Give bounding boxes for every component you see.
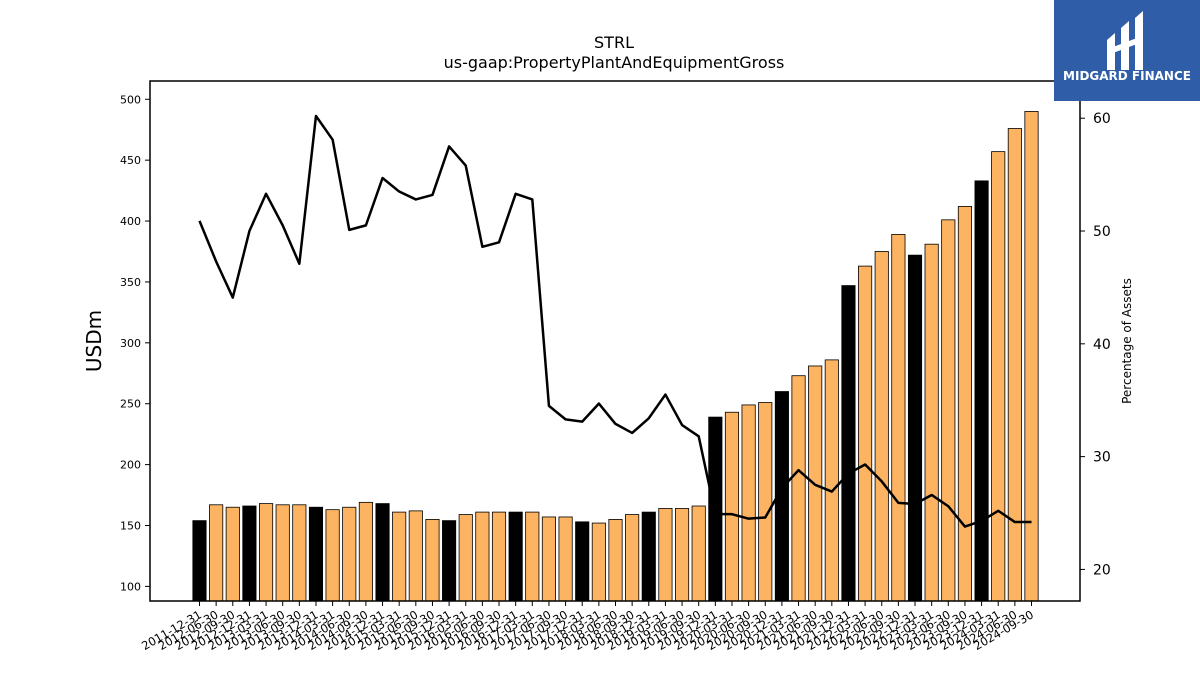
bar-2023-03-31 [941,219,956,602]
bar-2017-09-30 [575,521,590,602]
bar-2018-03-31 [608,519,623,602]
y-axis-label: USDm [82,310,106,372]
bar-2022-06-30 [891,234,906,602]
bar-2020-03-31 [741,404,756,602]
bar-2024-06-30 [1024,111,1039,602]
y2-tick-label: 60 [1093,111,1111,127]
percentage-of-assets-line [198,114,1032,528]
bar-2021-09-30 [841,285,856,602]
bar-2018-12-31 [658,508,673,602]
y-tick-label: 500 [120,93,141,106]
bar-2012-12-31 [258,503,274,602]
bar-2023-06-30 [957,206,972,602]
bar-2016-12-31 [525,511,540,602]
y-tick-label: 400 [120,215,141,228]
bar-2019-12-31 [724,411,740,602]
y-tick-label: 300 [120,337,141,350]
bar-2019-03-31 [675,508,690,602]
bar-2017-06-30 [558,516,573,602]
logo-text: MIDGARD FINANCE [1063,69,1191,83]
bar-2015-12-31 [458,514,473,602]
bar-2023-12-31 [991,151,1006,602]
logo-mark-icon [1107,11,1143,70]
bar-2011-12-31 [192,520,207,602]
bar-2020-12-31 [791,375,806,602]
y-tick-label: 350 [120,276,141,289]
y-tick-label: 250 [120,398,141,411]
y2-tick-label: 40 [1093,337,1111,353]
bar-2017-03-31 [541,516,556,602]
bar-2018-06-30 [625,514,640,602]
bar-2014-09-30 [375,503,390,602]
bar-2015-06-30 [425,519,440,602]
bar-2017-12-31 [591,522,606,602]
y2-tick-label: 20 [1093,562,1111,578]
right-axis: 20 30 40 50 60 [1080,111,1111,578]
bar-2016-06-30 [491,511,507,602]
bar-2022-03-31 [874,251,889,602]
bar-2014-06-30 [358,501,373,602]
bar-2014-12-31 [392,511,407,602]
bar-2019-06-30 [691,505,706,602]
bar-2015-09-30 [442,520,457,602]
chart-subtitle: us-gaap:PropertyPlantAndEquipmentGross [444,53,785,72]
bar-2013-06-30 [292,504,307,602]
line-group [198,114,1032,528]
bar-2016-03-31 [475,511,490,602]
bar-2021-12-31 [858,265,873,602]
bar-2012-09-30 [242,505,257,602]
y2-tick-label: 50 [1093,224,1111,240]
bar-2014-03-31 [342,506,357,602]
bar-2023-09-30 [974,180,989,602]
bar-2022-09-30 [907,254,923,602]
left-axis: 100 150 200 250 300 350 400 450 500 [120,93,150,593]
bar-2022-12-31 [924,243,939,602]
midgard-finance-logo: MIDGARD FINANCE [1054,0,1200,101]
bar-2020-06-30 [758,402,773,602]
chart-title: STRL [594,33,634,52]
bars-group [192,111,1039,602]
bar-2016-09-30 [508,511,523,602]
y-tick-label: 100 [120,580,141,593]
bar-2012-03-31 [209,504,224,602]
y-tick-label: 450 [120,154,141,167]
x-axis: 2011-12-312012-06-302012-09-302012-12-31… [139,601,1036,653]
bar-2024-03-31 [1007,128,1022,602]
bar-2013-03-31 [275,504,290,602]
bar-2013-12-31 [325,509,340,602]
y2-axis-label: Percentage of Assets [1120,278,1134,404]
bar-2018-09-30 [641,511,656,602]
y-tick-label: 150 [120,519,141,532]
y2-tick-label: 30 [1093,450,1111,466]
y-tick-label: 200 [120,459,141,472]
bar-2021-06-30 [824,359,839,602]
bar-2013-09-30 [308,506,324,602]
bar-2015-03-31 [408,510,423,602]
bar-2012-06-30 [225,506,240,602]
